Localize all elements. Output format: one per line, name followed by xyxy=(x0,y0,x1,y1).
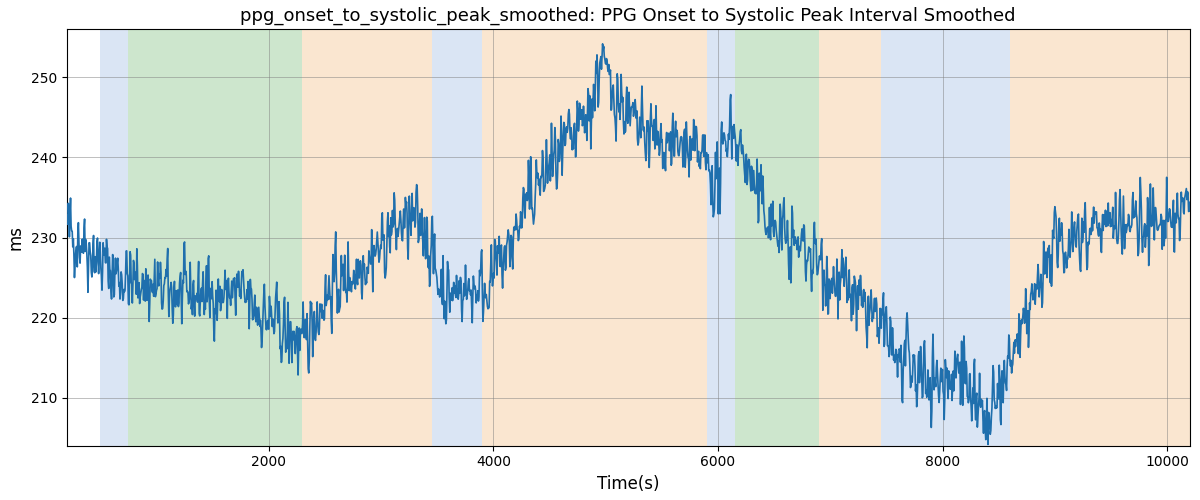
X-axis label: Time(s): Time(s) xyxy=(596,475,660,493)
Bar xyxy=(734,30,820,446)
Bar xyxy=(302,30,432,446)
Y-axis label: ms: ms xyxy=(7,225,25,250)
Bar xyxy=(432,30,482,446)
Bar xyxy=(820,30,881,446)
Bar xyxy=(707,30,734,446)
Bar xyxy=(881,30,1010,446)
Bar xyxy=(128,30,302,446)
Bar xyxy=(482,30,707,446)
Bar xyxy=(101,30,128,446)
Title: ppg_onset_to_systolic_peak_smoothed: PPG Onset to Systolic Peak Interval Smoothe: ppg_onset_to_systolic_peak_smoothed: PPG… xyxy=(240,7,1016,25)
Bar xyxy=(1010,30,1189,446)
